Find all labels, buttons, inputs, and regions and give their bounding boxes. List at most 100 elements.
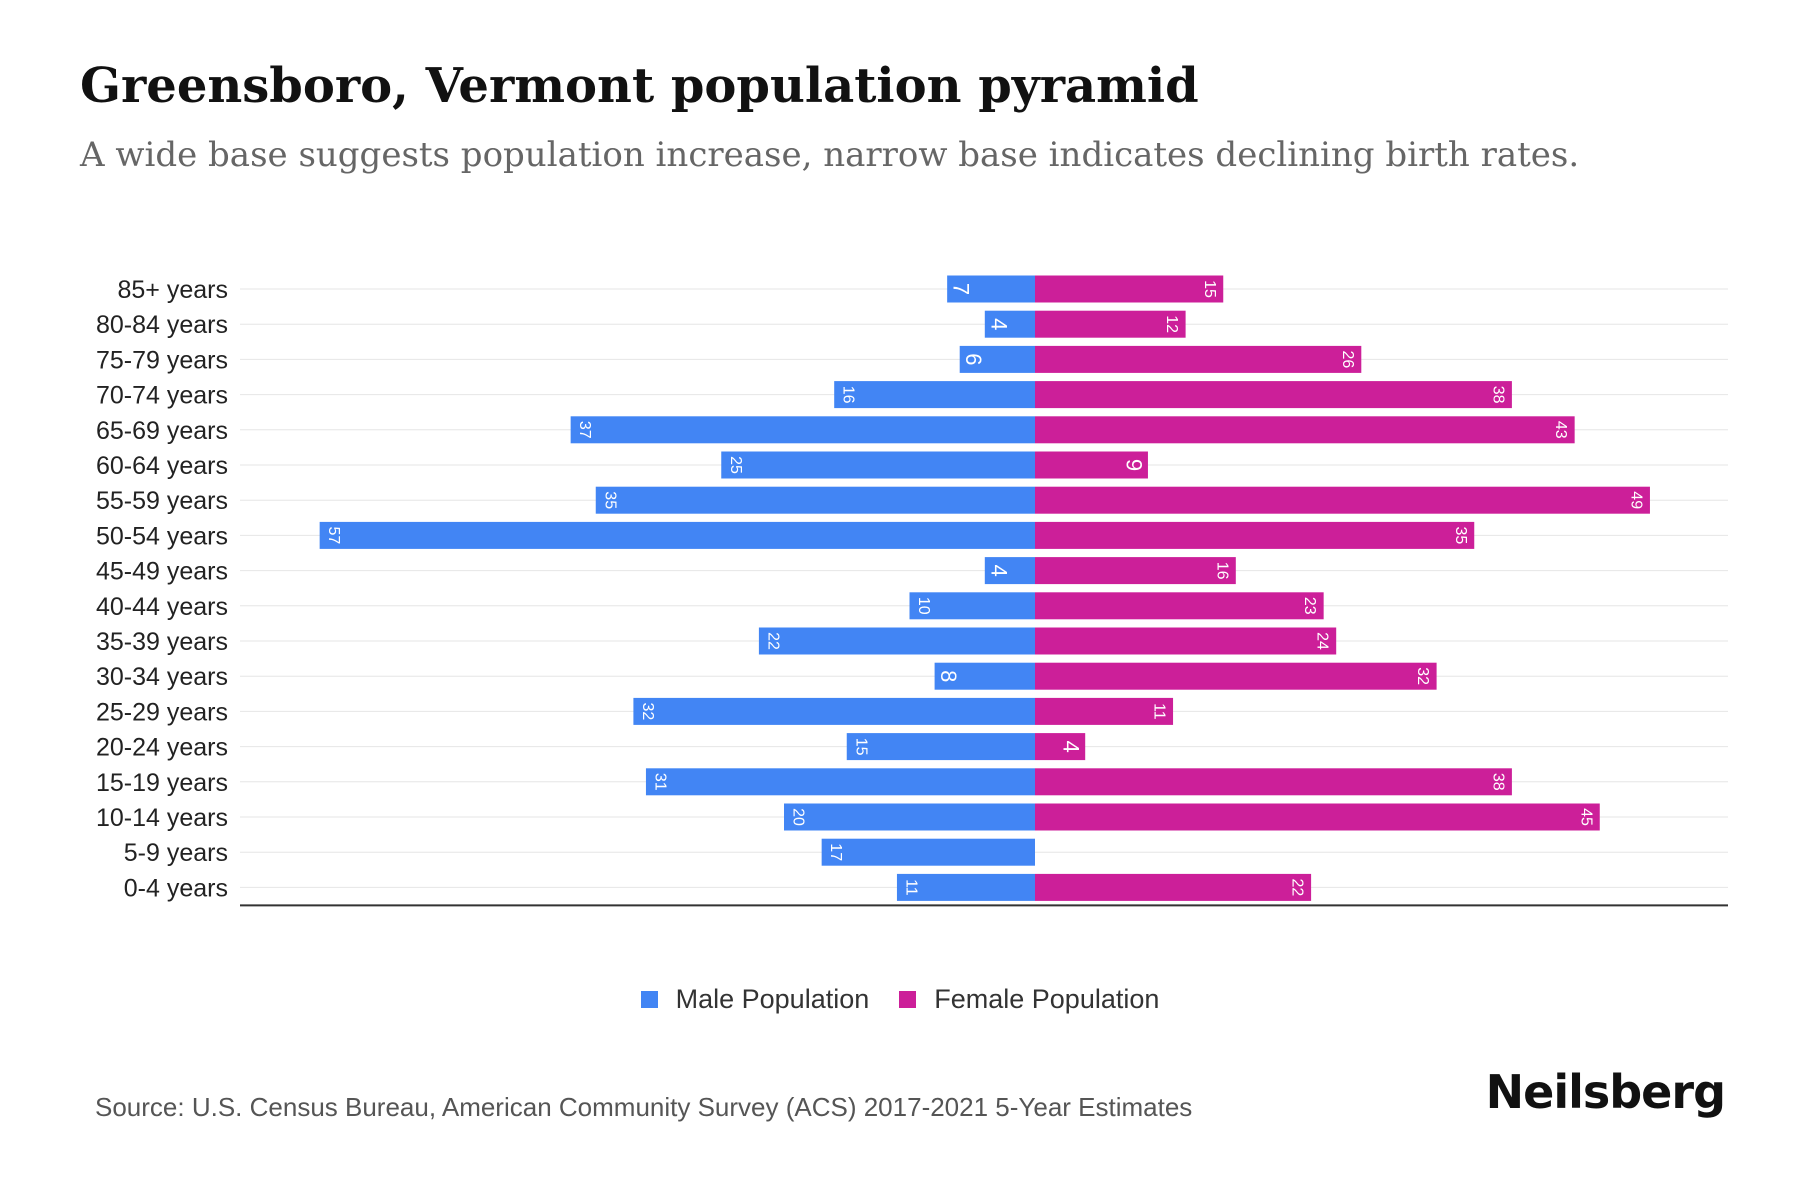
age-group-label: 85+ years [118,276,229,304]
female-value-label: 23 [1301,597,1318,615]
female-value-label: 22 [1289,879,1306,897]
male-bar[interactable] [947,275,1035,303]
age-group-label: 30-34 years [96,663,228,691]
male-value-label: 4 [986,564,1011,576]
male-bar[interactable] [595,486,1035,514]
legend-item-female[interactable]: Female Population [899,984,1159,1015]
male-value-label: 22 [764,632,781,650]
male-bar[interactable] [846,733,1035,761]
female-bar[interactable] [1035,697,1174,725]
male-bar[interactable] [319,521,1035,549]
female-bar[interactable] [1035,521,1475,549]
male-bar[interactable] [934,662,1035,690]
female-bar[interactable] [1035,627,1337,655]
male-value-label: 7 [949,283,974,295]
age-group-label: 45-49 years [96,558,228,586]
age-group-label: 20-24 years [96,734,228,762]
female-bar[interactable] [1035,733,1086,761]
age-group-label: 35-39 years [96,628,228,656]
female-value-label: 38 [1489,773,1506,791]
female-bar[interactable] [1035,557,1236,585]
age-group-labels: 85+ years 80-84 years 75-79 years 70-74 yea… [96,276,228,902]
female-value-label: 16 [1213,562,1230,580]
female-bar[interactable] [1035,768,1512,796]
male-value-label: 57 [325,527,342,545]
age-group-label: 25-29 years [96,698,228,726]
female-value-label: 12 [1163,315,1180,333]
male-bar[interactable] [959,345,1035,373]
male-bar[interactable] [570,416,1035,444]
male-bar[interactable] [784,803,1035,831]
female-value-label: 4 [1059,740,1084,752]
age-group-label: 60-64 years [96,452,228,480]
male-value-label: 20 [790,808,807,826]
female-bar[interactable] [1035,662,1437,690]
female-value-label: 11 [1151,703,1168,720]
male-value-label: 6 [961,353,986,365]
female-value-label: 35 [1452,527,1469,545]
female-value-label: 9 [1121,459,1146,471]
age-group-label: 40-44 years [96,593,228,621]
male-bar[interactable] [984,310,1035,338]
age-group-label: 50-54 years [96,522,228,550]
female-bar[interactable] [1035,416,1575,444]
male-bar[interactable] [834,381,1035,409]
legend-label-male: Male Population [675,984,870,1014]
male-bar[interactable] [896,873,1035,901]
male-bar[interactable] [721,451,1035,479]
male-value-label: 4 [986,318,1011,330]
male-value-label: 37 [576,421,593,439]
female-bar[interactable] [1035,345,1362,373]
age-group-label: 0-4 years [124,874,228,902]
male-value-label: 10 [915,597,932,615]
legend-label-female: Female Population [934,984,1160,1014]
female-bar[interactable] [1035,275,1224,303]
male-value-label: 32 [639,703,656,721]
male-bar[interactable] [909,592,1036,620]
female-bar[interactable] [1035,381,1512,409]
male-bar[interactable] [758,627,1035,655]
age-group-label: 15-19 years [96,769,228,797]
female-value-label: 26 [1339,351,1356,369]
age-group-label: 65-69 years [96,417,228,445]
age-group-label: 5-9 years [124,839,228,867]
legend-swatch-male [640,991,658,1008]
male-bar[interactable] [645,768,1035,796]
male-value-label: 16 [840,386,857,404]
age-group-label: 75-79 years [96,346,228,374]
age-group-label: 10-14 years [96,804,228,832]
age-group-label: 80-84 years [96,311,228,339]
male-bar[interactable] [984,557,1035,585]
male-value-label: 11 [902,879,919,896]
male-value-label: 17 [827,843,844,861]
female-value-label: 38 [1489,386,1506,404]
female-bar[interactable] [1035,451,1148,479]
male-bar[interactable] [633,697,1035,725]
male-value-label: 8 [936,670,961,682]
female-bar[interactable] [1035,873,1312,901]
chart-subtitle: A wide base suggests population increase… [80,135,1580,175]
female-value-label: 32 [1414,667,1431,685]
female-bar[interactable] [1035,592,1324,620]
legend-item-male[interactable]: Male Population [640,984,870,1015]
female-bar[interactable] [1035,310,1186,338]
female-value-label: 24 [1314,632,1331,650]
gridlines [240,288,1728,888]
legend-swatch-female [899,991,917,1008]
brand-logo: Neilsberg [1485,1065,1726,1119]
male-value-label: 35 [601,491,618,509]
chart-legend: Male Population Female Population [0,984,1800,1015]
female-value-label: 43 [1552,421,1569,439]
male-value-label: 31 [651,773,668,791]
female-value-label: 15 [1201,280,1218,298]
bars: 7 15 4 12 6 26 16 38 37 43 25 9 35 49 57 35 4 16 10 23 22 24 8… [319,275,1650,901]
female-bar[interactable] [1035,486,1650,514]
male-value-label: 25 [727,456,744,474]
female-bar[interactable] [1035,803,1600,831]
age-group-label: 70-74 years [96,382,228,410]
source-note: Source: U.S. Census Bureau, American Com… [95,1092,1193,1122]
male-value-label: 15 [852,738,869,756]
female-value-label: 45 [1577,808,1594,826]
male-bar[interactable] [821,838,1035,866]
